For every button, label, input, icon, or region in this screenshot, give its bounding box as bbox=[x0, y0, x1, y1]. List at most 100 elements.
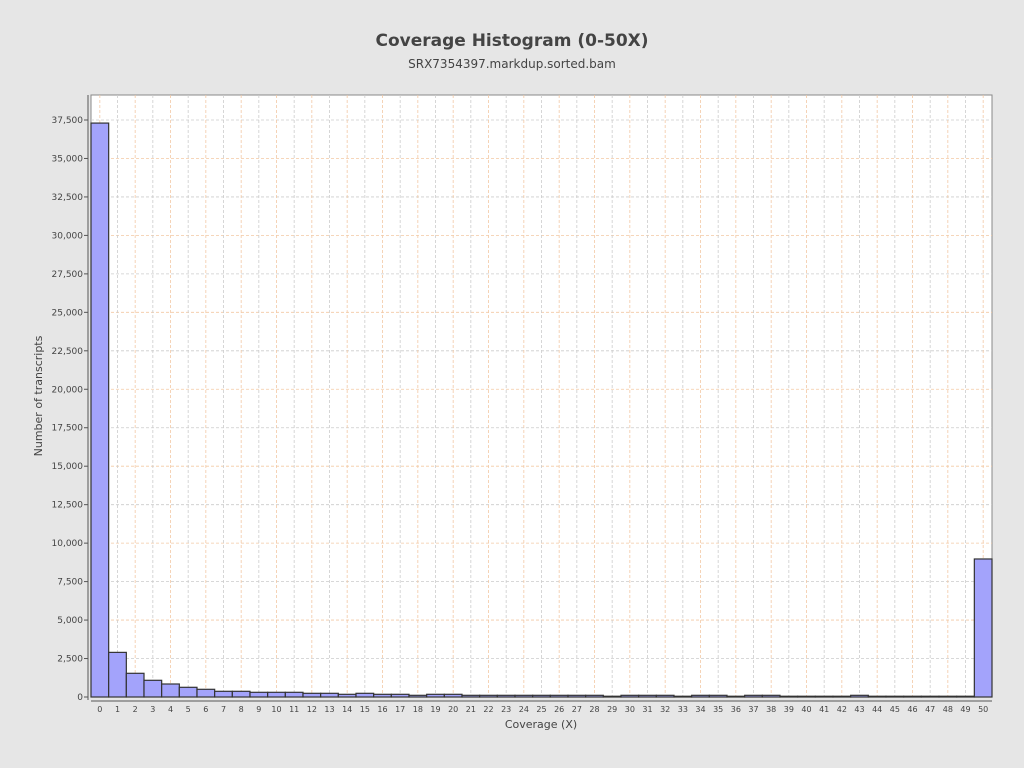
y-axis-label: Number of transcripts bbox=[32, 335, 45, 456]
y-tick-label: 15,000 bbox=[52, 462, 84, 472]
x-tick-label: 23 bbox=[501, 705, 511, 714]
histogram-bar bbox=[408, 694, 428, 698]
histogram-bar bbox=[549, 694, 569, 698]
x-tick-label: 0 bbox=[97, 705, 102, 714]
histogram-bar bbox=[479, 694, 498, 698]
x-tick-label: 28 bbox=[589, 705, 599, 714]
histogram-bar bbox=[161, 683, 180, 698]
histogram-bar bbox=[797, 695, 816, 698]
x-tick-label: 42 bbox=[837, 705, 847, 714]
y-tick-label: 2,500 bbox=[57, 655, 83, 665]
x-tick-label: 5 bbox=[186, 705, 191, 714]
histogram-bar bbox=[567, 694, 587, 698]
chart-subtitle: SRX7354397.markdup.sorted.bam bbox=[408, 57, 616, 71]
x-tick-label: 40 bbox=[801, 705, 811, 714]
x-tick-label: 21 bbox=[466, 705, 476, 714]
histogram-bar bbox=[956, 695, 975, 698]
x-tick-label: 18 bbox=[413, 705, 423, 714]
y-tick-label: 37,500 bbox=[52, 116, 84, 126]
histogram-bar bbox=[426, 693, 445, 698]
histogram-bar bbox=[673, 695, 693, 698]
x-tick-label: 10 bbox=[271, 705, 281, 714]
x-tick-label: 27 bbox=[572, 705, 582, 714]
y-tick-label: 27,500 bbox=[52, 270, 84, 280]
histogram-bar bbox=[496, 694, 516, 698]
y-tick-label: 22,500 bbox=[52, 347, 84, 357]
x-tick-label: 7 bbox=[221, 705, 226, 714]
histogram-bar bbox=[214, 690, 233, 698]
histogram-bar bbox=[143, 679, 163, 698]
histogram-bar bbox=[620, 694, 640, 698]
x-tick-label: 6 bbox=[203, 705, 208, 714]
histogram-bar bbox=[231, 690, 251, 698]
x-tick-label: 33 bbox=[678, 705, 688, 714]
x-tick-label: 31 bbox=[642, 705, 652, 714]
x-tick-label: 1 bbox=[115, 705, 120, 714]
histogram-bar bbox=[691, 694, 710, 698]
x-tick-label: 30 bbox=[625, 705, 635, 714]
histogram-bar bbox=[125, 672, 145, 698]
x-tick-label: 39 bbox=[784, 705, 794, 714]
histogram-bar bbox=[514, 694, 534, 698]
y-tick-label: 17,500 bbox=[52, 424, 84, 434]
histogram-bar bbox=[585, 694, 604, 698]
y-tick-label: 20,000 bbox=[52, 385, 84, 395]
x-tick-label: 45 bbox=[890, 705, 900, 714]
histogram-bar bbox=[249, 691, 269, 698]
histogram-bar bbox=[355, 692, 375, 698]
x-tick-label: 49 bbox=[960, 705, 970, 714]
x-axis-label: Coverage (X) bbox=[505, 718, 577, 731]
x-tick-label: 43 bbox=[854, 705, 864, 714]
x-tick-label: 16 bbox=[377, 705, 387, 714]
x-tick-label: 48 bbox=[943, 705, 953, 714]
x-tick-label: 25 bbox=[536, 705, 546, 714]
y-tick-label: 10,000 bbox=[52, 539, 84, 549]
histogram-bar bbox=[903, 695, 922, 698]
x-tick-label: 41 bbox=[819, 705, 829, 714]
histogram-bar bbox=[90, 122, 110, 698]
histogram-bar bbox=[726, 695, 746, 698]
histogram-bar bbox=[443, 693, 463, 698]
x-tick-label: 8 bbox=[239, 705, 244, 714]
y-tick-label: 32,500 bbox=[52, 193, 84, 203]
histogram-bar bbox=[938, 695, 958, 698]
histogram-bar bbox=[284, 691, 304, 698]
x-tick-label: 4 bbox=[168, 705, 173, 714]
x-tick-label: 35 bbox=[713, 705, 723, 714]
y-tick-label: 0 bbox=[77, 693, 83, 703]
histogram-bar bbox=[532, 694, 551, 698]
histogram-bar bbox=[373, 693, 392, 698]
histogram-bar bbox=[320, 692, 339, 698]
histogram-bar bbox=[885, 695, 905, 698]
histogram-bar bbox=[973, 558, 993, 698]
histogram-bar bbox=[814, 695, 834, 698]
histogram-bar bbox=[390, 693, 410, 698]
x-tick-label: 13 bbox=[324, 705, 334, 714]
histogram-bar bbox=[461, 694, 481, 698]
x-tick-label: 17 bbox=[395, 705, 405, 714]
x-tick-label: 3 bbox=[150, 705, 155, 714]
x-tick-label: 44 bbox=[872, 705, 882, 714]
x-tick-label: 24 bbox=[519, 705, 529, 714]
histogram-bar bbox=[708, 694, 728, 698]
chart-title: Coverage Histogram (0-50X) bbox=[375, 31, 649, 51]
x-tick-label: 46 bbox=[907, 705, 917, 714]
x-tick-label: 9 bbox=[256, 705, 261, 714]
x-tick-label: 11 bbox=[289, 705, 299, 714]
histogram-bar bbox=[302, 692, 322, 698]
histogram-bar bbox=[867, 695, 887, 698]
x-tick-label: 32 bbox=[660, 705, 670, 714]
x-tick-label: 19 bbox=[430, 705, 440, 714]
histogram-bar bbox=[196, 688, 216, 698]
y-tick-label: 25,000 bbox=[52, 308, 84, 318]
x-tick-label: 12 bbox=[307, 705, 317, 714]
x-tick-label: 20 bbox=[448, 705, 458, 714]
histogram-bar bbox=[832, 695, 852, 698]
histogram-bar bbox=[850, 694, 869, 698]
histogram-bar bbox=[638, 694, 657, 698]
x-tick-label: 47 bbox=[925, 705, 935, 714]
histogram-bar bbox=[779, 695, 799, 698]
histogram-bar bbox=[267, 691, 286, 698]
y-tick-label: 30,000 bbox=[52, 231, 84, 241]
